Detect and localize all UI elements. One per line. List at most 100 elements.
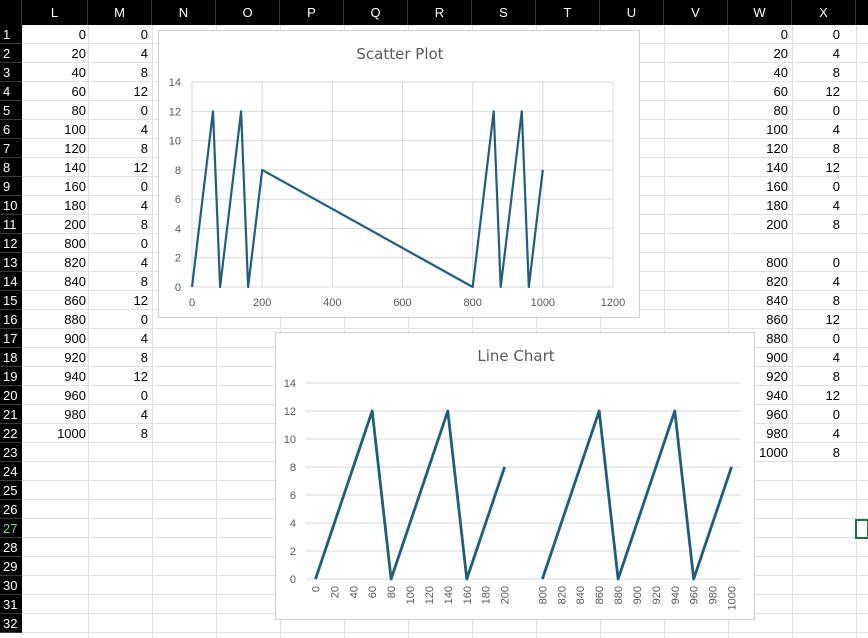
cell-l-6[interactable]: 100 — [64, 122, 86, 137]
row-header-1[interactable]: 1 — [0, 25, 22, 44]
row-header-18[interactable]: 18 — [0, 348, 22, 367]
cell-l-3[interactable]: 40 — [71, 65, 86, 80]
row-header-26[interactable]: 26 — [0, 500, 22, 519]
cell-m-15[interactable]: 12 — [133, 293, 148, 308]
cell-m-12[interactable]: 0 — [140, 236, 148, 251]
cell-w-17[interactable]: 880 — [766, 331, 788, 346]
cell-m-6[interactable]: 4 — [140, 122, 148, 137]
cell-x-14[interactable]: 4 — [832, 274, 840, 289]
column-header-s[interactable]: S — [472, 0, 536, 25]
cell-w-1[interactable]: 0 — [780, 27, 788, 42]
row-header-29[interactable]: 29 — [0, 557, 22, 576]
select-all-corner[interactable] — [0, 0, 22, 25]
cell-l-4[interactable]: 60 — [71, 84, 86, 99]
cell-w-13[interactable]: 800 — [766, 255, 788, 270]
row-header-8[interactable]: 8 — [0, 158, 22, 177]
cell-w-2[interactable]: 20 — [773, 46, 788, 61]
cell-x-12[interactable] — [792, 234, 856, 253]
cell-x-16[interactable]: 12 — [825, 312, 840, 327]
row-header-24[interactable]: 24 — [0, 462, 22, 481]
row-header-9[interactable]: 9 — [0, 177, 22, 196]
cell-l-18[interactable]: 920 — [64, 350, 86, 365]
row-header-6[interactable]: 6 — [0, 120, 22, 139]
cell-w-5[interactable]: 80 — [773, 103, 788, 118]
row-header-23[interactable]: 23 — [0, 443, 22, 462]
cell-w-7[interactable]: 120 — [766, 141, 788, 156]
cell-m-10[interactable]: 4 — [140, 198, 148, 213]
cell-m-3[interactable]: 8 — [140, 65, 148, 80]
cell-x-23[interactable]: 8 — [832, 445, 840, 460]
cell-m-18[interactable]: 8 — [140, 350, 148, 365]
column-header-q[interactable]: Q — [344, 0, 408, 25]
cell-l-10[interactable]: 180 — [64, 198, 86, 213]
cell-x-18[interactable]: 4 — [832, 350, 840, 365]
cell-w-18[interactable]: 900 — [766, 350, 788, 365]
row-header-16[interactable]: 16 — [0, 310, 22, 329]
row-header-5[interactable]: 5 — [0, 101, 22, 120]
row-header-25[interactable]: 25 — [0, 481, 22, 500]
cell-l-21[interactable]: 980 — [64, 407, 86, 422]
line-chart[interactable]: Line Chart 0 2 4 6 8 10 12 14 0 20 40 60 80 100 120 140 1… — [275, 332, 755, 620]
cell-l-12[interactable]: 800 — [64, 236, 86, 251]
cell-m-17[interactable]: 4 — [140, 331, 148, 346]
cell-w-16[interactable]: 860 — [766, 312, 788, 327]
cell-w-23[interactable]: 1000 — [759, 445, 788, 460]
cell-w-15[interactable]: 840 — [766, 293, 788, 308]
cell-l-13[interactable]: 820 — [64, 255, 86, 270]
cell-w-14[interactable]: 820 — [766, 274, 788, 289]
row-header-32[interactable]: 32 — [0, 614, 22, 633]
row-header-13[interactable]: 13 — [0, 253, 22, 272]
cell-x-21[interactable]: 0 — [832, 407, 840, 422]
cell-m-8[interactable]: 12 — [133, 160, 148, 175]
cell-x-1[interactable]: 0 — [832, 27, 840, 42]
row-header-3[interactable]: 3 — [0, 63, 22, 82]
cell-w-20[interactable]: 940 — [766, 388, 788, 403]
cell-l-20[interactable]: 960 — [64, 388, 86, 403]
cell-x-19[interactable]: 8 — [832, 369, 840, 384]
cell-w-4[interactable]: 60 — [773, 84, 788, 99]
cell-l-22[interactable]: 1000 — [57, 426, 86, 441]
row-header-7[interactable]: 7 — [0, 139, 22, 158]
row-header-27[interactable]: 27 — [0, 519, 22, 538]
cell-w-11[interactable]: 200 — [766, 217, 788, 232]
cell-x-20[interactable]: 12 — [825, 388, 840, 403]
cell-w-21[interactable]: 960 — [766, 407, 788, 422]
cell-l-7[interactable]: 120 — [64, 141, 86, 156]
cell-x-11[interactable]: 8 — [832, 217, 840, 232]
cell-x-9[interactable]: 0 — [832, 179, 840, 194]
column-header-m[interactable]: M — [88, 0, 152, 25]
cell-m-4[interactable]: 12 — [133, 84, 148, 99]
cell-m-5[interactable]: 0 — [140, 103, 148, 118]
cell-x-2[interactable]: 4 — [832, 46, 840, 61]
cell-m-16[interactable]: 0 — [140, 312, 148, 327]
cell-x-3[interactable]: 8 — [832, 65, 840, 80]
row-header-31[interactable]: 31 — [0, 595, 22, 614]
row-header-10[interactable]: 10 — [0, 196, 22, 215]
cell-l-16[interactable]: 880 — [64, 312, 86, 327]
cell-l-19[interactable]: 940 — [64, 369, 86, 384]
column-header-p[interactable]: P — [280, 0, 344, 25]
cell-x-13[interactable]: 0 — [832, 255, 840, 270]
column-header-t[interactable]: T — [536, 0, 600, 25]
cell-l-8[interactable]: 140 — [64, 160, 86, 175]
row-header-28[interactable]: 28 — [0, 538, 22, 557]
cell-m-7[interactable]: 8 — [140, 141, 148, 156]
column-header-w[interactable]: W — [728, 0, 792, 25]
row-header-19[interactable]: 19 — [0, 367, 22, 386]
row-header-14[interactable]: 14 — [0, 272, 22, 291]
column-header-v[interactable]: V — [664, 0, 728, 25]
cell-x-15[interactable]: 8 — [832, 293, 840, 308]
column-header-r[interactable]: R — [408, 0, 472, 25]
cell-l-9[interactable]: 160 — [64, 179, 86, 194]
cell-l-17[interactable]: 900 — [64, 331, 86, 346]
cell-l-1[interactable]: 0 — [78, 27, 86, 42]
cell-m-19[interactable]: 12 — [133, 369, 148, 384]
cell-l-5[interactable]: 80 — [71, 103, 86, 118]
row-header-17[interactable]: 17 — [0, 329, 22, 348]
cell-m-2[interactable]: 4 — [140, 46, 148, 61]
cell-m-11[interactable]: 8 — [140, 217, 148, 232]
row-header-21[interactable]: 21 — [0, 405, 22, 424]
row-header-11[interactable]: 11 — [0, 215, 22, 234]
row-header-2[interactable]: 2 — [0, 44, 22, 63]
